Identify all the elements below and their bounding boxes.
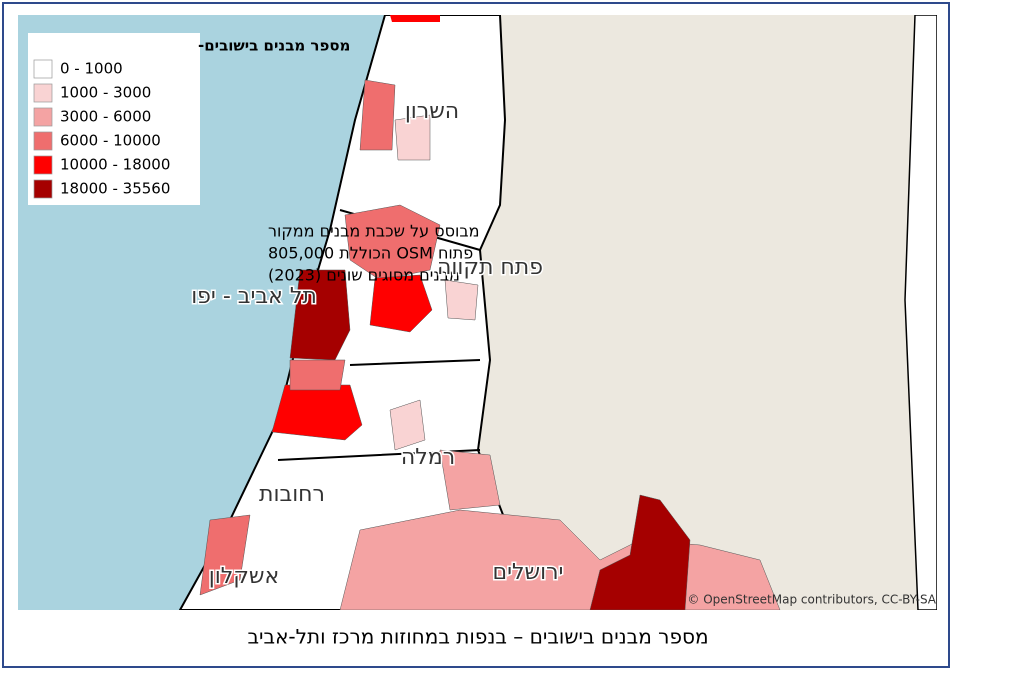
region-label: תל אביב - יפו: [191, 284, 317, 309]
caption: מספר מבנים בישובים – בנפות במחוזות מרכז …: [247, 625, 708, 649]
legend-swatch: [33, 179, 53, 199]
region-label: רחובות: [259, 482, 325, 507]
region-label: השרון: [405, 99, 459, 124]
region-label: רמלה: [401, 445, 455, 470]
choropleth-area: [439, 449, 501, 511]
legend-swatch: [33, 131, 53, 151]
note-line: פתוח OSM הכוללת 805,000: [268, 244, 473, 263]
choropleth-area: [271, 384, 363, 441]
choropleth-area: [390, 15, 440, 22]
legend-swatch: [33, 155, 53, 175]
choropleth-area: [369, 274, 433, 333]
region-label: ירושלים: [493, 560, 564, 585]
legend-label: 18000 - 35560: [60, 180, 170, 198]
legend-label: 3000 - 6000: [60, 108, 151, 126]
legend-swatch: [33, 59, 53, 79]
note-line: מבוסס על שכבת מבנים ממקור: [268, 222, 479, 241]
region-labels: השרון פתח תקווה תל אביב - יפו רמלה רחובות ירו…: [190, 98, 565, 591]
choropleth-area: [589, 494, 691, 610]
legend-label: 0 - 1000: [60, 60, 123, 78]
choropleth-area: [389, 114, 479, 451]
legend-label: 6000 - 10000: [60, 132, 161, 150]
legend: [28, 33, 200, 205]
choropleth-area: [359, 79, 396, 151]
legend-label: 10000 - 18000: [60, 156, 170, 174]
legend-items: 0 - 1000 1000 - 3000 3000 - 6000 6000 - 100…: [33, 59, 170, 199]
legend-swatch: [33, 107, 53, 127]
legend-swatch: [33, 83, 53, 103]
legend-title: מספר מבנים בישובים-: [198, 37, 350, 55]
region-label: אשקלון: [209, 564, 279, 589]
choropleth-area: [289, 359, 346, 391]
note-line: מבנים מסוגים שונים (2023): [268, 266, 460, 285]
choropleth-area: [289, 269, 351, 361]
legend-label: 1000 - 3000: [60, 84, 151, 102]
district-area: [904, 15, 937, 610]
choropleth-area: [344, 204, 441, 281]
region-label: פתח תקווה: [437, 255, 543, 280]
attribution: © OpenStreetMap contributors, CC-BY-SA: [687, 593, 936, 607]
note: מבוסס על שכבת מבנים ממקור פתוח OSM הכוללת…: [268, 222, 479, 285]
choropleth-area: [199, 514, 251, 596]
